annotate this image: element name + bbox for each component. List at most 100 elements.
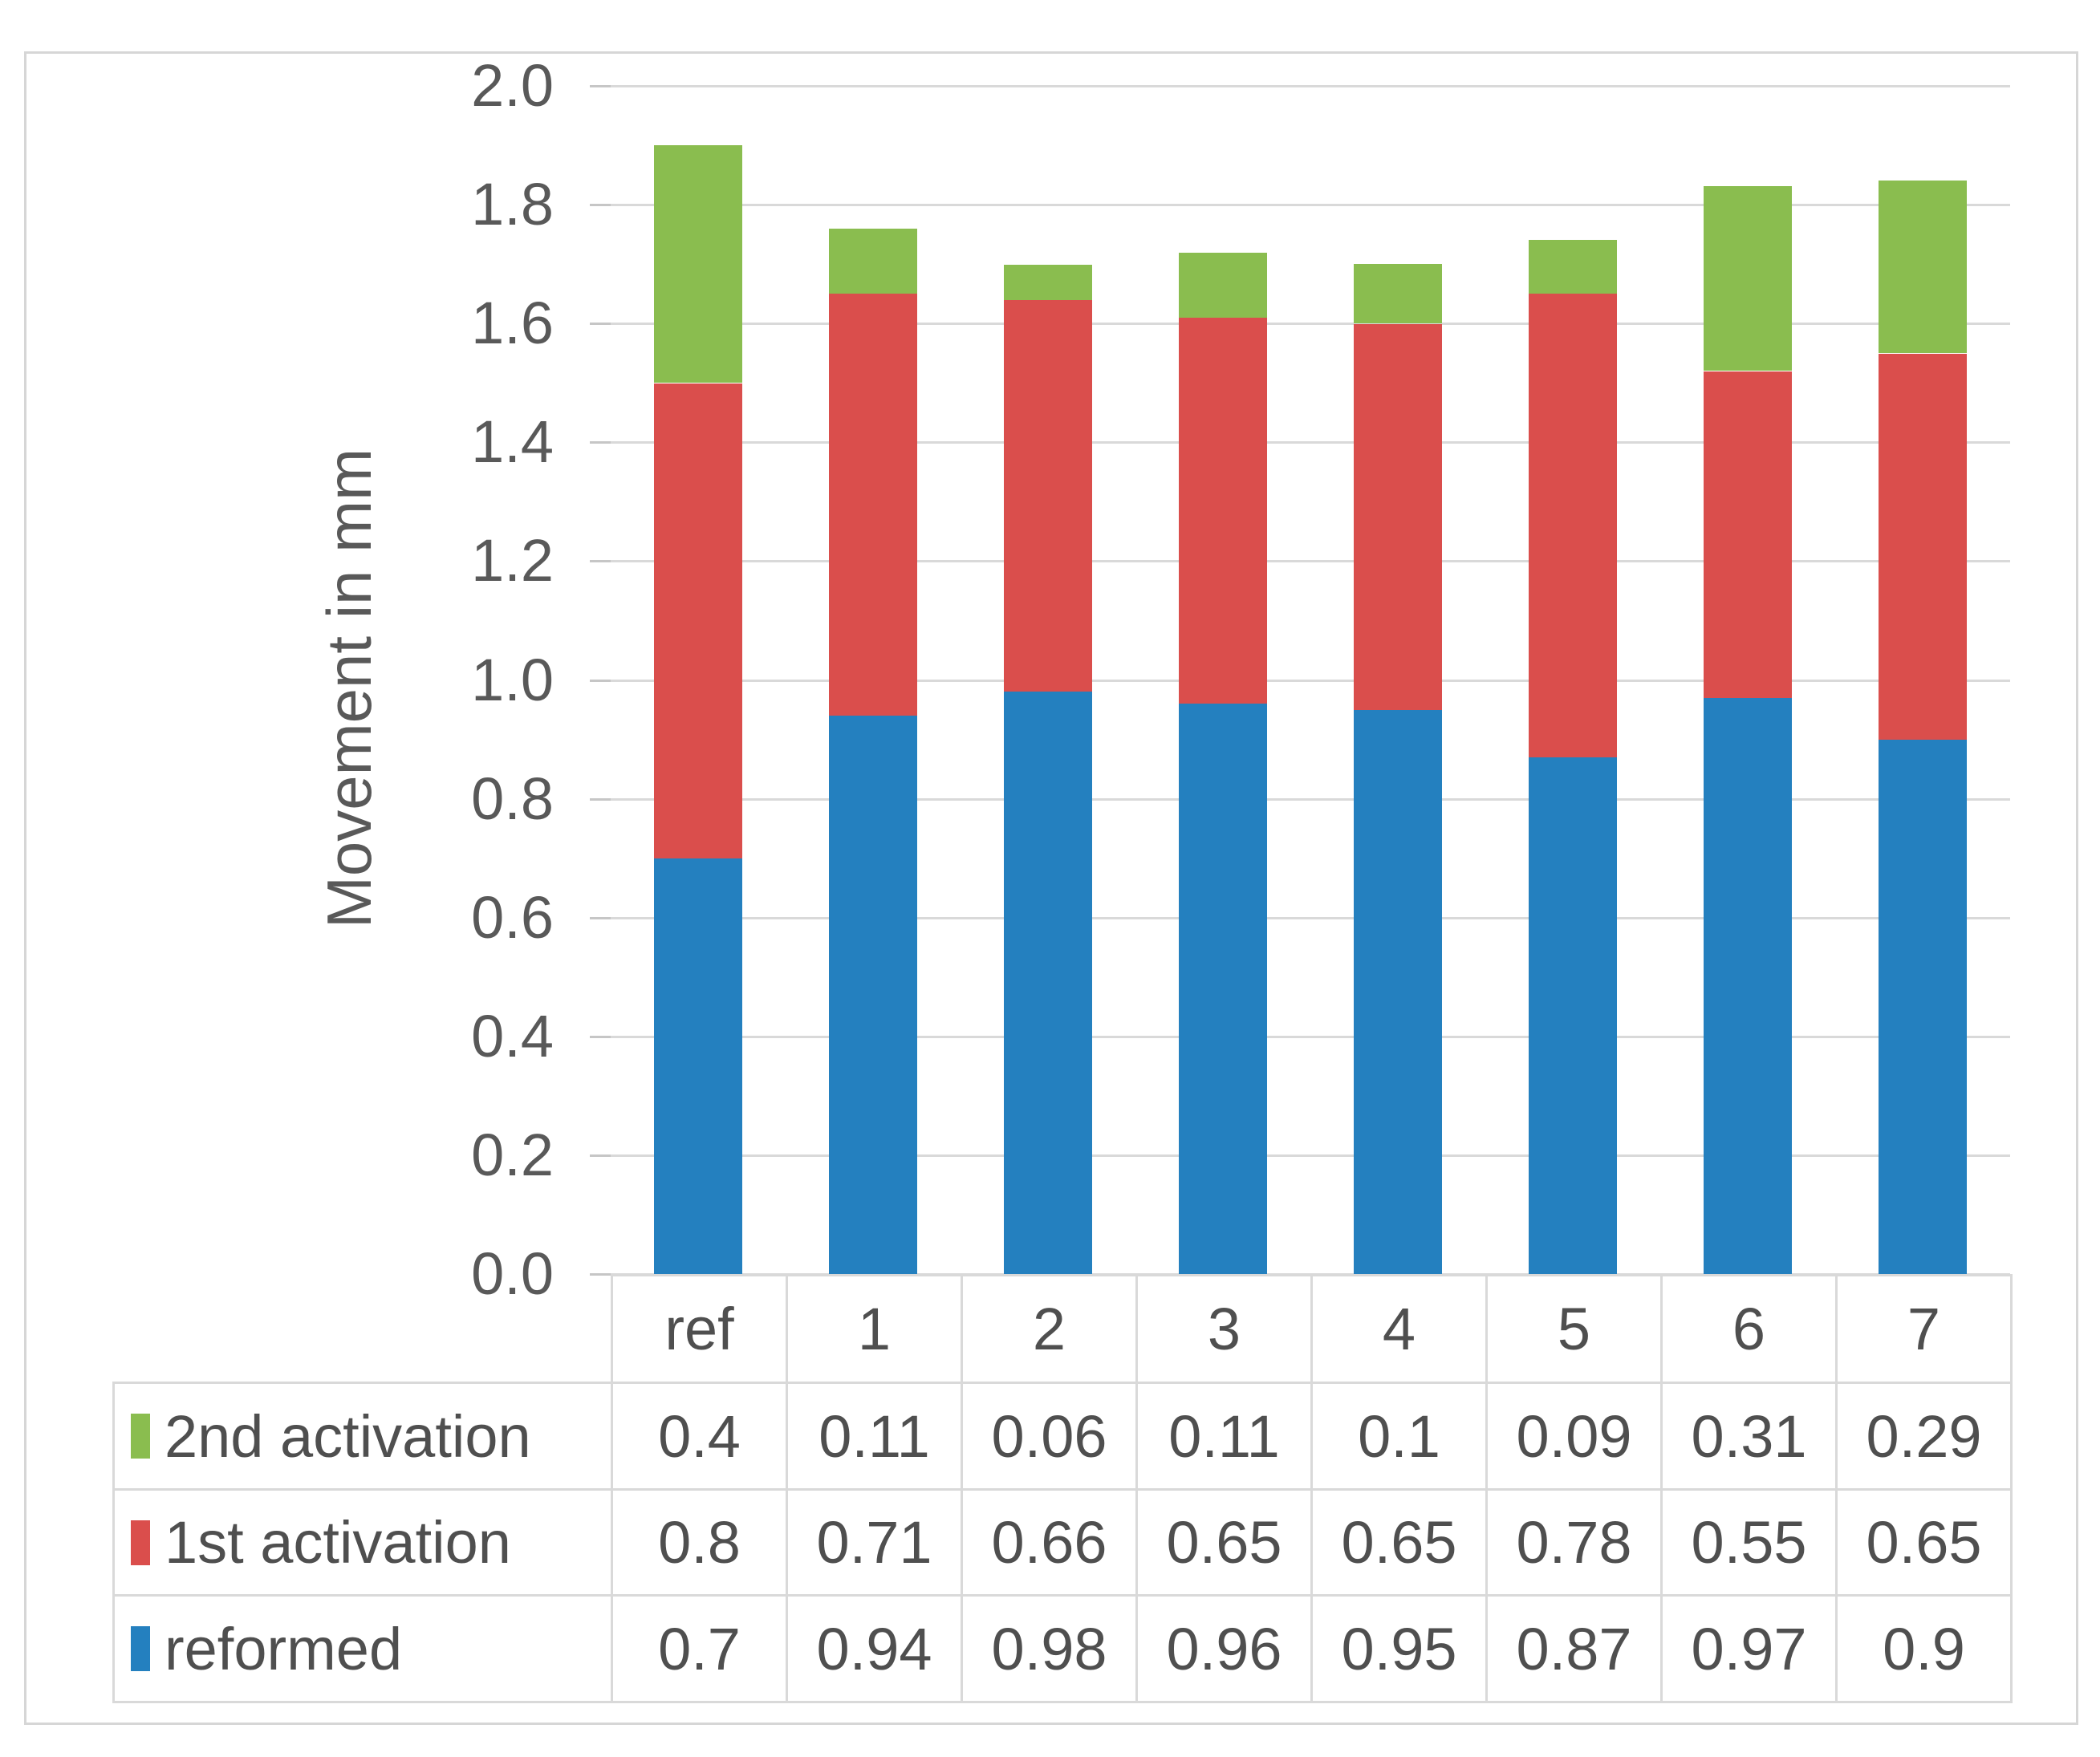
value-cell-reformed-2: 0.98 — [961, 1594, 1138, 1703]
bar-segment-reformed-2 — [1004, 692, 1092, 1274]
gridline — [611, 441, 2010, 444]
gridline — [611, 1154, 2010, 1157]
value-cell-1st-activation-6: 0.55 — [1660, 1488, 1838, 1597]
value-cell-reformed-6: 0.97 — [1660, 1594, 1838, 1703]
gridline — [611, 560, 2010, 562]
category-header-1: 1 — [786, 1274, 963, 1384]
value-cell-1st-activation-3: 0.65 — [1135, 1488, 1313, 1597]
y-tick-label: 2.0 — [471, 52, 554, 119]
series-name: 1st activation — [165, 1509, 511, 1576]
value-cell-1st-activation-5: 0.78 — [1485, 1488, 1663, 1597]
y-tick-mark — [590, 204, 611, 206]
legend-swatch-icon — [131, 1520, 150, 1565]
series-label-cell: 2nd activation — [112, 1382, 613, 1491]
bar-segment-1st-activation-6 — [1704, 371, 1792, 698]
value-cell-1st-activation-2: 0.66 — [961, 1488, 1138, 1597]
y-tick-mark — [590, 798, 611, 801]
plot-area — [611, 85, 2010, 1276]
gridline — [611, 85, 2010, 87]
bar-segment-reformed-6 — [1704, 698, 1792, 1274]
y-tick-mark — [590, 323, 611, 325]
table-row: 2nd activation 0.4 0.11 0.06 0.11 0.1 0.09 0.31… — [112, 1382, 2013, 1491]
value-cell-2nd-activation-1: 0.11 — [786, 1382, 963, 1491]
table-header-row: ref 1 2 3 4 5 6 7 — [114, 1274, 2013, 1384]
category-header-ref: ref — [611, 1274, 788, 1384]
gridline — [611, 680, 2010, 682]
value-cell-2nd-activation-3: 0.11 — [1135, 1382, 1313, 1491]
y-tick-mark — [590, 1036, 611, 1038]
value-cell-reformed-5: 0.87 — [1485, 1594, 1663, 1703]
bar-segment-1st-activation-ref — [654, 383, 742, 858]
value-cell-1st-activation-4: 0.65 — [1310, 1488, 1488, 1597]
bar-segment-reformed-5 — [1529, 757, 1617, 1274]
y-tick-label: 1.2 — [471, 527, 554, 594]
bar-segment-2nd-activation-2 — [1004, 265, 1092, 300]
value-cell-2nd-activation-2: 0.06 — [961, 1382, 1138, 1491]
y-tick-label: 0.0 — [471, 1240, 554, 1307]
bar-segment-2nd-activation-5 — [1529, 240, 1617, 294]
y-tick-mark — [590, 85, 611, 87]
gridline — [611, 1273, 2010, 1276]
y-tick-label: 0.4 — [471, 1003, 554, 1069]
series-label-cell: 1st activation — [112, 1488, 613, 1597]
y-tick-mark — [590, 441, 611, 444]
gridline — [611, 1036, 2010, 1038]
value-cell-2nd-activation-4: 0.1 — [1310, 1382, 1488, 1491]
value-cell-2nd-activation-5: 0.09 — [1485, 1382, 1663, 1491]
bar-segment-2nd-activation-4 — [1354, 264, 1442, 323]
y-tick-mark — [590, 560, 611, 562]
value-cell-reformed-4: 0.95 — [1310, 1594, 1488, 1703]
bar-segment-1st-activation-1 — [829, 294, 917, 716]
y-tick-label: 0.6 — [471, 884, 554, 951]
bar-segment-1st-activation-5 — [1529, 294, 1617, 757]
table-corner-cell — [114, 1276, 612, 1383]
bar-segment-1st-activation-4 — [1354, 324, 1442, 710]
y-tick-mark — [590, 1273, 611, 1276]
value-cell-reformed-1: 0.94 — [786, 1594, 963, 1703]
value-cell-2nd-activation-7: 0.29 — [1835, 1382, 2013, 1491]
category-header-7: 7 — [1835, 1274, 2013, 1384]
bar-segment-2nd-activation-7 — [1879, 181, 1967, 353]
bar-segment-2nd-activation-ref — [654, 145, 742, 383]
category-header-6: 6 — [1660, 1274, 1838, 1384]
value-cell-1st-activation-1: 0.71 — [786, 1488, 963, 1597]
legend-swatch-icon — [131, 1626, 150, 1671]
y-tick-mark — [590, 1154, 611, 1157]
series-name: 2nd activation — [165, 1402, 531, 1470]
bar-segment-2nd-activation-1 — [829, 229, 917, 294]
value-cell-1st-activation-7: 0.65 — [1835, 1488, 2013, 1597]
value-cell-reformed-7: 0.9 — [1835, 1594, 2013, 1703]
category-header-2: 2 — [961, 1274, 1138, 1384]
y-tick-label: 1.0 — [471, 647, 554, 713]
series-name: reformed — [165, 1615, 403, 1682]
bar-segment-2nd-activation-3 — [1179, 253, 1267, 318]
data-table: ref 1 2 3 4 5 6 7 2nd activation 0.4 0.11 0.06 0.11 0… — [112, 1274, 2013, 1703]
bar-segment-2nd-activation-6 — [1704, 186, 1792, 371]
bar-segment-reformed-ref — [654, 858, 742, 1274]
gridline — [611, 917, 2010, 919]
series-label-cell: reformed — [112, 1594, 613, 1703]
gridline — [611, 323, 2010, 325]
category-header-4: 4 — [1310, 1274, 1488, 1384]
y-tick-label: 0.2 — [471, 1122, 554, 1188]
value-cell-1st-activation-ref: 0.8 — [611, 1488, 788, 1597]
bar-segment-reformed-3 — [1179, 704, 1267, 1274]
table-row: reformed 0.7 0.94 0.98 0.96 0.95 0.87 0.97 0.9 — [112, 1594, 2013, 1703]
bar-segment-1st-activation-7 — [1879, 354, 1967, 740]
y-tick-mark — [590, 917, 611, 919]
gridline — [611, 204, 2010, 206]
y-tick-label: 0.8 — [471, 765, 554, 832]
bar-segment-reformed-4 — [1354, 710, 1442, 1274]
bar-segment-reformed-7 — [1879, 740, 1967, 1274]
bar-segment-1st-activation-3 — [1179, 318, 1267, 704]
gridline — [611, 798, 2010, 801]
legend-swatch-icon — [131, 1414, 150, 1459]
table-row: 1st activation 0.8 0.71 0.66 0.65 0.65 0.78 0.5… — [112, 1488, 2013, 1597]
value-cell-2nd-activation-ref: 0.4 — [611, 1382, 788, 1491]
value-cell-2nd-activation-6: 0.31 — [1660, 1382, 1838, 1491]
y-tick-label: 1.6 — [471, 290, 554, 356]
y-tick-label: 1.4 — [471, 408, 554, 475]
bar-segment-reformed-1 — [829, 716, 917, 1274]
category-header-3: 3 — [1135, 1274, 1313, 1384]
